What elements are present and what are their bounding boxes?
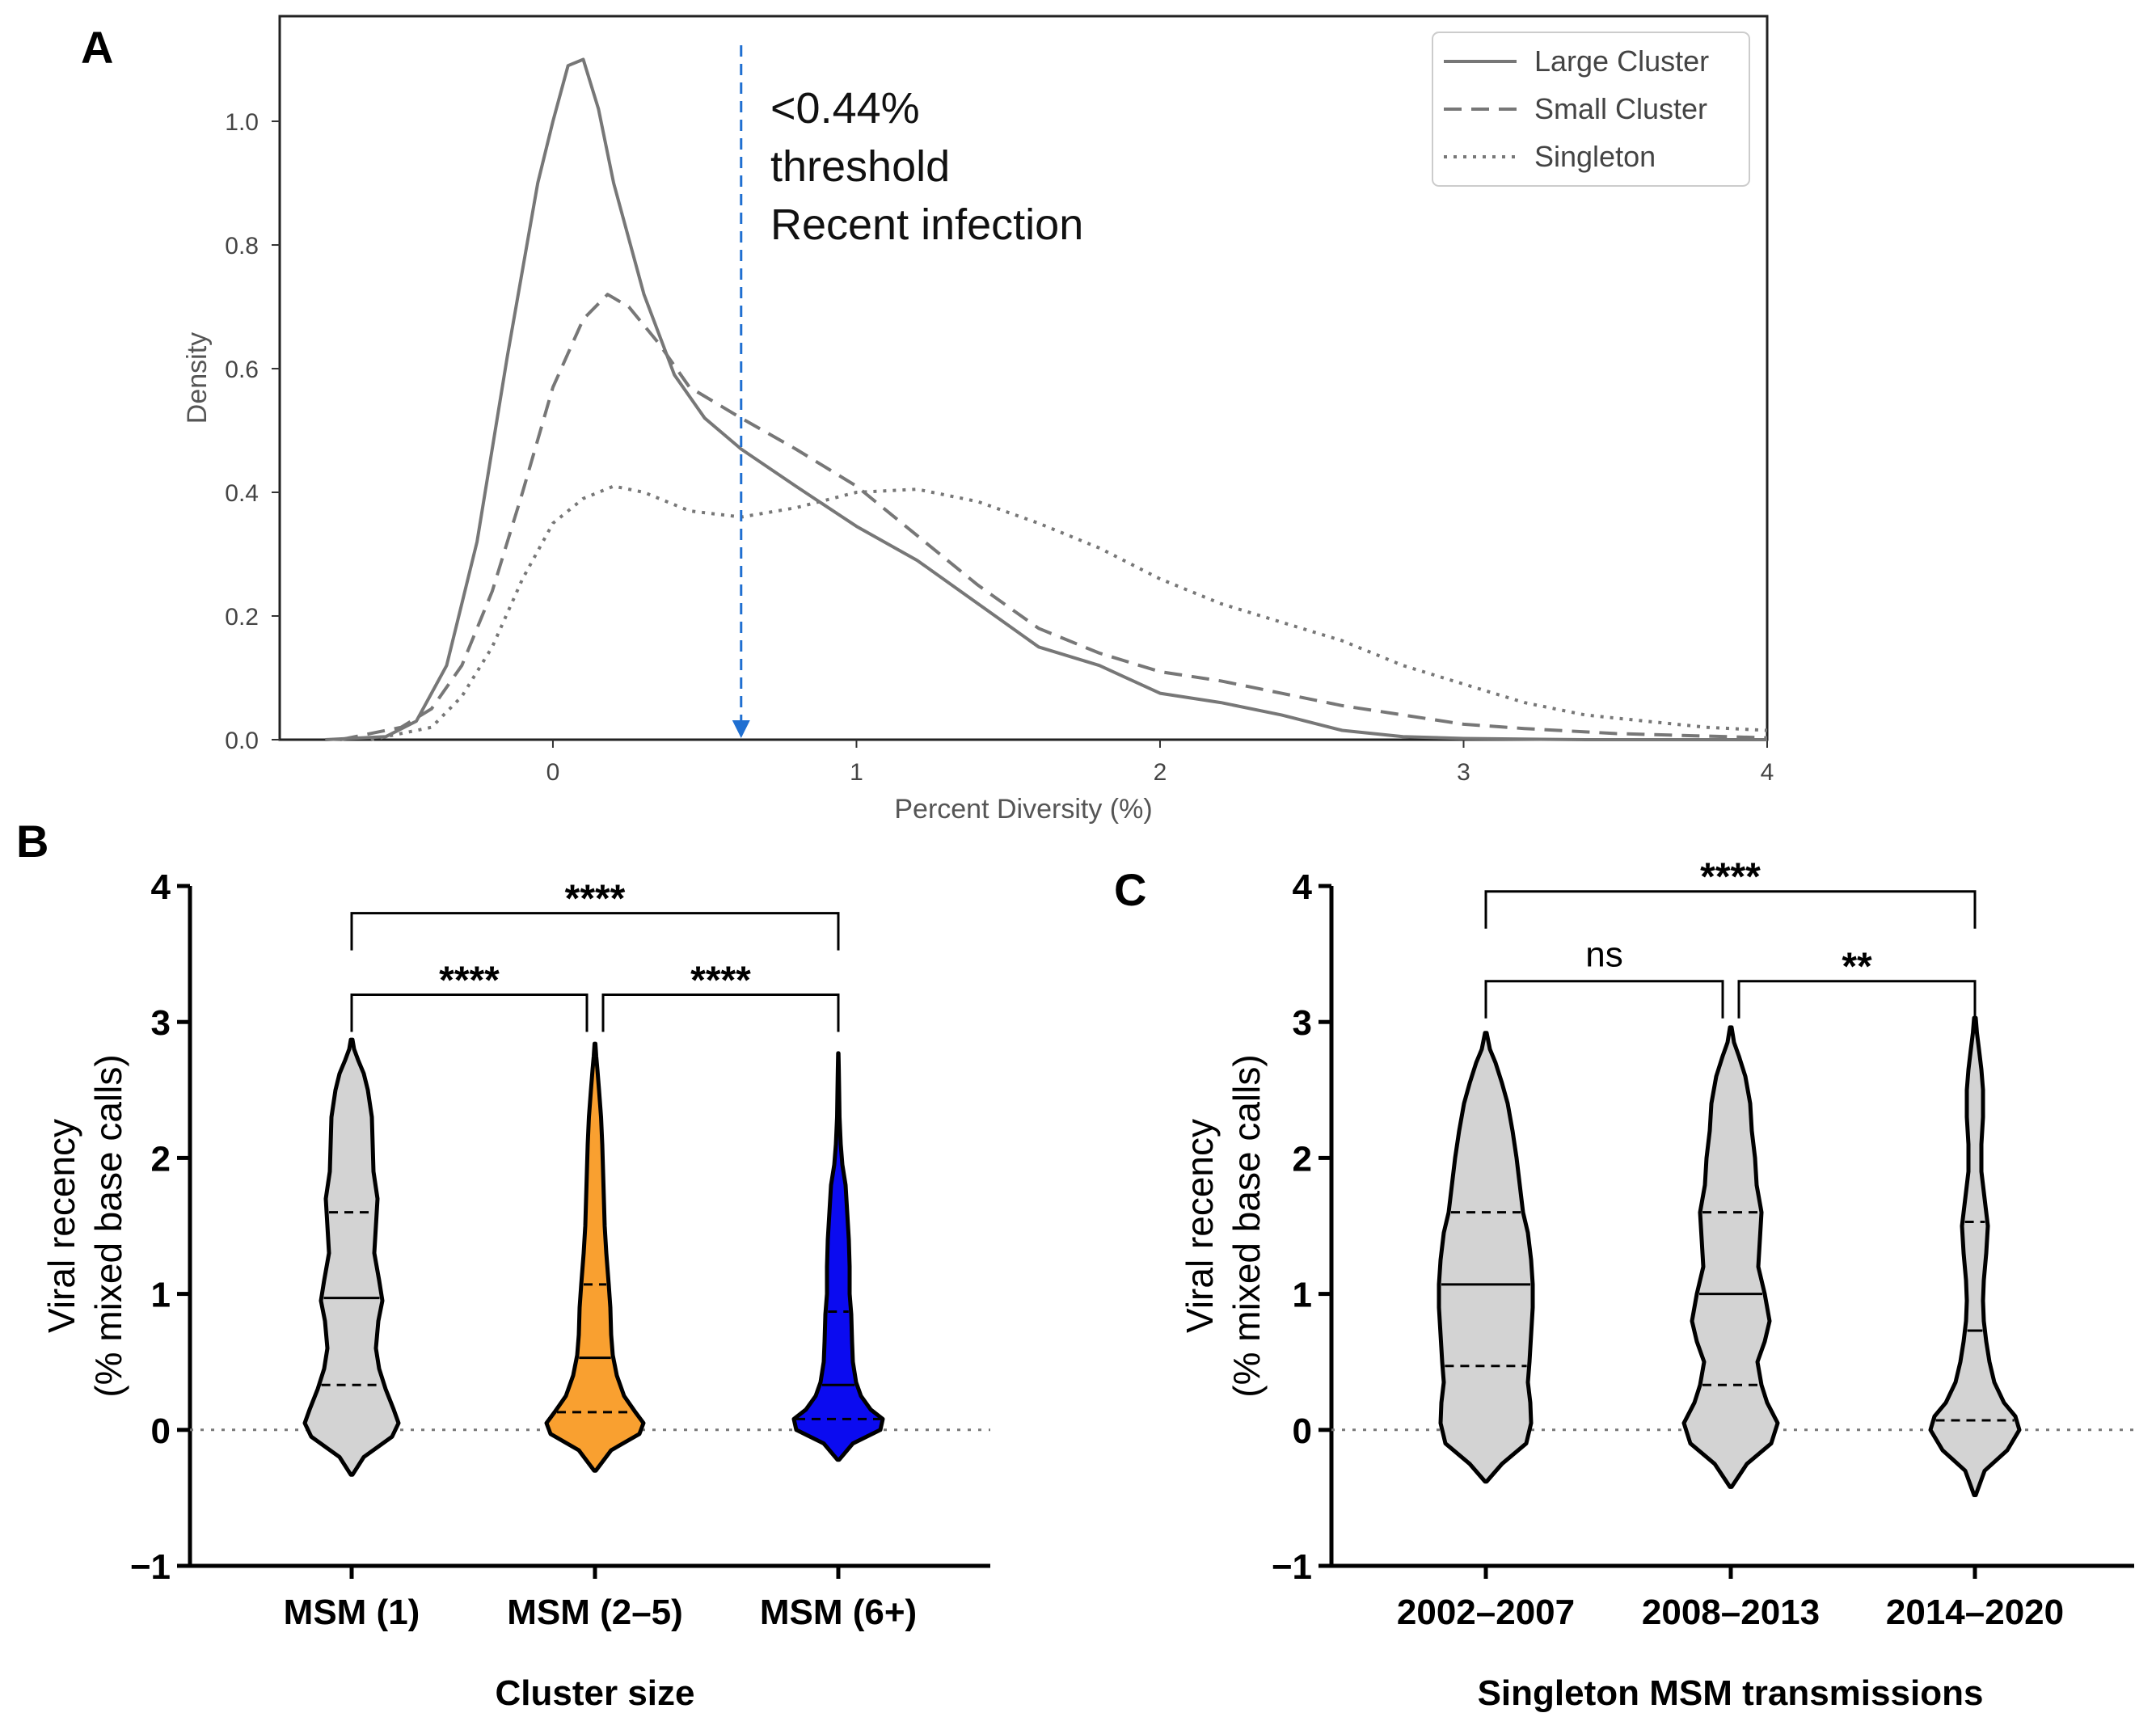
- significance-bracket: [1484, 980, 1724, 1019]
- x-tick-label: 2002–2007: [1397, 1593, 1575, 1632]
- y-tick-label: 0.4: [225, 480, 259, 507]
- threshold-annotation: <0.44%: [770, 84, 920, 133]
- x-tick-label: 4: [1761, 759, 1774, 786]
- significance-label: ****: [690, 960, 751, 1002]
- panel-label-b: B: [16, 816, 49, 867]
- violin-plot-b: −1 0 1 2 3 4 Viral recency (% mixed base calls)…: [40, 867, 990, 1713]
- significance-bracket: [350, 994, 589, 1032]
- significance-label: ****: [1700, 856, 1761, 899]
- x-axis-label: Singleton MSM transmissions: [1478, 1673, 1984, 1713]
- y-axis-label: Density: [182, 332, 213, 424]
- x-tick-label: MSM (1): [284, 1593, 420, 1632]
- y-tick-label: 0: [1293, 1411, 1312, 1451]
- significance-label: **: [1842, 946, 1872, 989]
- threshold-arrow-icon: [732, 720, 750, 738]
- y-tick-label: 4: [151, 867, 171, 907]
- panel-b: B −1 0 1 2 3 4 Viral recency (% mixed base call…: [16, 816, 990, 1713]
- significance-bracket: [350, 912, 840, 951]
- significance-label: ****: [439, 960, 500, 1002]
- y-tick-label: −1: [1272, 1547, 1312, 1587]
- threshold-annotation: threshold: [770, 142, 950, 191]
- x-tick-label: 1: [850, 759, 863, 786]
- threshold-annotation: Recent infection: [770, 200, 1083, 249]
- y-tick-label: 1.0: [225, 109, 259, 136]
- series-line-large-cluster: [325, 57, 1767, 741]
- y-tick-label: 0.6: [225, 357, 259, 383]
- significance-bracket: [1484, 890, 1977, 929]
- significance-bracket: [601, 994, 840, 1032]
- y-tick-label: 3: [1293, 1003, 1312, 1043]
- y-tick-label: 0.0: [225, 728, 259, 754]
- panel-label-a: A: [81, 22, 113, 73]
- series-line-singleton: [370, 484, 1768, 741]
- y-tick-label: 2: [1293, 1139, 1312, 1179]
- x-tick-label: MSM (2–5): [507, 1593, 683, 1632]
- x-axis-label: Cluster size: [496, 1673, 695, 1713]
- violin-body: [544, 1041, 646, 1473]
- violin-plot-c: −1 0 1 2 3 4 Viral recency (% mixed base calls)…: [1179, 856, 2134, 1713]
- series-line-small-cluster: [340, 293, 1768, 741]
- x-axis-label: Percent Diversity (%): [894, 794, 1152, 825]
- y-tick-label: 2: [151, 1139, 171, 1179]
- y-tick-label: 1: [151, 1276, 171, 1315]
- y-tick-label: 0.8: [225, 233, 259, 259]
- panel-c: C −1 0 1 2 3 4 Viral recency (% mixed base call…: [1114, 856, 2134, 1713]
- y-tick-label: 0.2: [225, 604, 259, 631]
- violin-body: [1681, 1025, 1780, 1489]
- violin-body: [302, 1037, 401, 1477]
- violin-body: [1437, 1031, 1535, 1484]
- density-plot-area: 0 1 2 3 4 0.0 0.2 0.4 0.6 0.8 1.0 Percent Diversity…: [182, 15, 1774, 825]
- y-axis-label: (% mixed base calls): [1226, 1054, 1268, 1397]
- x-tick-label: 2008–2013: [1642, 1593, 1820, 1632]
- x-tick-label: 2014–2020: [1886, 1593, 2064, 1632]
- y-axis-label: (% mixed base calls): [87, 1054, 129, 1397]
- y-tick-label: 0: [151, 1411, 171, 1451]
- y-axis-label: Viral recency: [1179, 1119, 1221, 1333]
- legend-label: Singleton: [1534, 140, 1656, 173]
- panel-label-c: C: [1114, 864, 1146, 915]
- y-tick-label: −1: [130, 1547, 171, 1587]
- y-tick-label: 1: [1293, 1276, 1312, 1315]
- legend-label: Large Cluster: [1534, 44, 1709, 78]
- y-axis-label: Viral recency: [40, 1119, 82, 1333]
- violin-body: [1928, 1015, 2022, 1497]
- panel-a: A 0 1 2 3 4 0.0 0.2 0.4 0.6 0.8 1.0 Percent Diversi…: [81, 15, 1774, 825]
- legend-label: Small Cluster: [1534, 92, 1707, 125]
- y-tick-label: 4: [1293, 867, 1313, 907]
- x-tick-label: MSM (6+): [760, 1593, 917, 1632]
- significance-label: ****: [565, 878, 626, 921]
- x-tick-label: 0: [546, 759, 560, 786]
- x-tick-label: 3: [1457, 759, 1470, 786]
- plot-frame: [278, 15, 1769, 741]
- legend-box: [1432, 32, 1750, 187]
- x-tick-label: 2: [1154, 759, 1167, 786]
- violin-body: [791, 1051, 885, 1462]
- significance-label: ns: [1585, 935, 1622, 975]
- y-tick-label: 3: [151, 1003, 171, 1043]
- significance-bracket: [1737, 980, 1977, 1019]
